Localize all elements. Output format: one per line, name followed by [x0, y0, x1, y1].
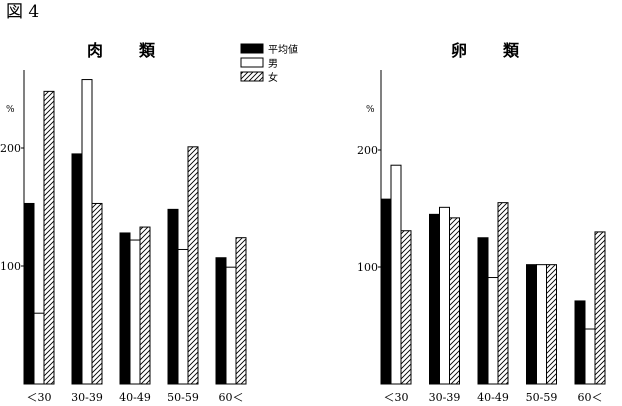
bars-meat: [23, 79, 247, 385]
y-unit-label-egg: %: [366, 105, 375, 115]
bar-female-3-egg: [546, 264, 557, 385]
legend-item-female: 女: [240, 71, 278, 84]
category-label-4-meat: 60＜: [219, 391, 244, 404]
bar-average-4-egg: [574, 300, 586, 385]
bar-male-2-egg: [487, 277, 499, 385]
bar-average-2-meat: [119, 232, 131, 385]
category-label-2-meat: 40-49: [119, 391, 151, 404]
bar-male-0-meat: [33, 312, 45, 385]
bar-male-3-egg: [536, 264, 547, 385]
bar-female-0-meat: [43, 90, 55, 385]
bar-male-2-meat: [129, 239, 141, 385]
bar-male-4-meat: [225, 266, 237, 385]
legend-label-male: 男: [268, 58, 278, 70]
category-labels-meat: ＜30 30-39 40-49 50-59 60＜: [27, 391, 244, 404]
legend-item-male: 男: [240, 57, 278, 70]
bar-average-0-meat: [23, 202, 35, 385]
category-label-2-egg: 40-49: [477, 391, 509, 404]
bars-egg: [380, 164, 606, 385]
category-label-3-meat: 50-59: [167, 391, 199, 404]
bar-male-3-meat: [177, 248, 189, 385]
bar-female-4-egg: [594, 231, 606, 385]
bar-average-0-egg: [380, 198, 392, 385]
legend-swatch-hatched: [240, 71, 264, 82]
bar-female-3-meat: [187, 146, 199, 385]
bar-average-3-meat: [167, 208, 179, 385]
legend-swatch-solid: [240, 43, 264, 54]
chart-egg: 卵 類 % 100 200 ＜30 30-39 40-49 50-59 60＜: [357, 41, 606, 404]
bar-female-2-egg: [497, 202, 509, 385]
category-label-0-egg: ＜30: [384, 391, 409, 404]
bar-average-3-egg: [526, 264, 537, 385]
y-tick-label-100-meat: 100: [0, 260, 21, 273]
category-labels-egg: ＜30 30-39 40-49 50-59 60＜: [384, 391, 603, 404]
bar-female-0-egg: [400, 230, 412, 385]
bar-male-4-egg: [584, 328, 596, 385]
bar-male-1-meat: [81, 79, 93, 385]
bar-average-1-meat: [71, 153, 83, 385]
category-label-1-egg: 30-39: [429, 391, 461, 404]
category-label-1-meat: 30-39: [71, 391, 103, 404]
y-ticks-egg: 100 200: [357, 144, 381, 274]
chart-title-meat: 肉 類: [87, 41, 165, 60]
y-unit-label-meat: %: [6, 105, 15, 115]
bar-average-2-egg: [477, 237, 489, 385]
bar-female-4-meat: [235, 237, 247, 385]
y-tick-label-100-egg: 100: [357, 261, 378, 274]
y-tick-label-200-meat: 200: [0, 142, 21, 155]
bar-female-1-egg: [449, 217, 460, 385]
category-label-3-egg: 50-59: [526, 391, 558, 404]
bar-average-1-egg: [429, 213, 440, 385]
figure-label: 図 4: [6, 2, 39, 22]
chart-title-egg: 卵 類: [451, 41, 529, 60]
y-tick-label-200-egg: 200: [357, 144, 378, 157]
bar-female-1-meat: [91, 202, 103, 385]
legend-item-average: 平均値: [240, 43, 298, 56]
bar-male-1-egg: [439, 206, 450, 385]
bar-male-0-egg: [390, 164, 402, 385]
category-label-0-meat: ＜30: [27, 391, 52, 404]
y-ticks-meat: 100 200: [0, 142, 24, 273]
legend-label-female: 女: [268, 71, 278, 84]
legend-swatch-open: [240, 57, 264, 68]
legend: 平均値 男 女: [240, 43, 298, 84]
chart-meat: 肉 類 % 100 200 ＜30 30-39 40-49 50-59 60＜: [0, 41, 247, 404]
bar-female-2-meat: [139, 226, 151, 385]
category-label-4-egg: 60＜: [578, 391, 603, 404]
legend-label-average: 平均値: [268, 43, 298, 56]
bar-average-4-meat: [215, 257, 227, 385]
